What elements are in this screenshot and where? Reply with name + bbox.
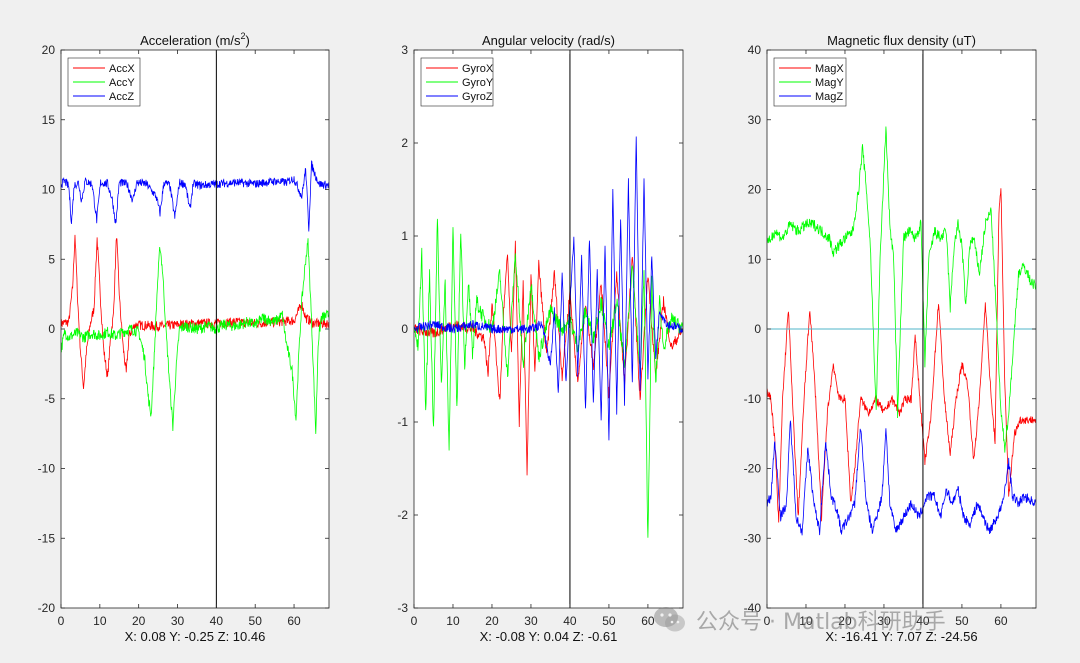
x-tick-label: 60	[994, 614, 1008, 628]
y-tick-label: -2	[397, 508, 408, 522]
y-tick-label: 0	[401, 322, 408, 336]
series-accz	[61, 160, 329, 232]
y-tick-label: -15	[38, 531, 56, 545]
x-tick-label: 40	[210, 614, 224, 628]
y-tick-label: 15	[42, 113, 56, 127]
y-tick-label: -3	[397, 601, 408, 615]
y-tick-label: 3	[401, 43, 408, 57]
x-tick-label: 20	[485, 614, 499, 628]
chart-title-main: Acceleration (m/s	[140, 33, 241, 48]
chart-title-sup: 2	[241, 31, 246, 41]
y-tick-label: 10	[42, 183, 56, 197]
legend-label: MagX	[815, 63, 844, 75]
legend-label: GyroZ	[462, 91, 493, 103]
y-tick-label: 5	[48, 252, 55, 266]
y-tick-label: -1	[397, 415, 408, 429]
x-tick-label: 0	[58, 614, 65, 628]
y-tick-label: -10	[38, 462, 56, 476]
legend-label: MagZ	[815, 91, 843, 103]
legend-label: AccY	[109, 77, 135, 89]
legend-label: AccX	[109, 63, 135, 75]
coordinate-readout: X: 0.08 Y: -0.25 Z: 10.46	[125, 629, 266, 644]
chart-title: Angular velocity (rad/s)	[482, 33, 615, 48]
x-tick-label: 10	[93, 614, 107, 628]
chart-title: Magnetic flux density (uT)	[827, 33, 976, 48]
y-tick-label: 40	[748, 43, 762, 57]
x-tick-label: 60	[641, 614, 655, 628]
x-tick-label: 50	[955, 614, 969, 628]
chart-title-main: Magnetic flux density (uT)	[827, 33, 976, 48]
axes-1: 0 10 20 30 40 50 60 -20 -15 -10 -5 0 5 10 15 20 Accelera…	[38, 31, 330, 644]
x-tick-label: 10	[446, 614, 460, 628]
coordinate-readout: X: -16.41 Y: 7.07 Z: -24.56	[825, 629, 977, 644]
y-tick-label: -20	[38, 601, 56, 615]
series-magy	[767, 126, 1036, 453]
series-gyroz	[414, 136, 683, 441]
x-tick-label: 30	[524, 614, 538, 628]
y-tick-label: -30	[744, 531, 762, 545]
axes-3: 0 10 20 30 40 50 60 -40 -30 -20 -10 0 10 20 30 40 Magnet…	[744, 33, 1037, 644]
y-tick-label: -20	[744, 462, 762, 476]
y-tick-label: 20	[42, 43, 56, 57]
y-tick-label: -5	[44, 392, 55, 406]
legend-label: GyroY	[462, 77, 494, 89]
x-tick-label: 40	[563, 614, 577, 628]
coordinate-readout: X: -0.08 Y: 0.04 Z: -0.61	[480, 629, 618, 644]
x-tick-label: 0	[411, 614, 418, 628]
chart-title: Acceleration (m/s2)	[140, 31, 250, 48]
legend-label: AccZ	[109, 91, 134, 103]
x-tick-label: 30	[877, 614, 891, 628]
x-tick-label: 20	[838, 614, 852, 628]
y-tick-label: 10	[748, 252, 762, 266]
series-magx	[767, 188, 1036, 523]
x-tick-label: 10	[799, 614, 813, 628]
y-tick-label: 2	[401, 136, 408, 150]
legend-label: GyroX	[462, 63, 494, 75]
axes-2: 0 10 20 30 40 50 60 -3 -2 -1 0 1 2 3 Angular velocity …	[397, 33, 684, 644]
x-tick-label: 60	[287, 614, 301, 628]
x-tick-label: 0	[764, 614, 771, 628]
series-magz	[767, 420, 1036, 536]
series-accy	[61, 238, 329, 434]
x-tick-label: 50	[249, 614, 263, 628]
x-tick-label: 20	[132, 614, 146, 628]
chart-title-main: Angular velocity (rad/s)	[482, 33, 615, 48]
x-tick-label: 40	[916, 614, 930, 628]
y-tick-label: 20	[748, 183, 762, 197]
y-tick-label: 0	[754, 322, 761, 336]
y-tick-label: -10	[744, 392, 762, 406]
y-tick-label: 0	[48, 322, 55, 336]
legend-label: MagY	[815, 77, 844, 89]
y-tick-label: 1	[401, 229, 408, 243]
y-tick-label: -40	[744, 601, 762, 615]
chart-title-tail: )	[246, 33, 250, 48]
x-tick-label: 50	[602, 614, 616, 628]
y-tick-label: 30	[748, 113, 762, 127]
x-tick-label: 30	[171, 614, 185, 628]
